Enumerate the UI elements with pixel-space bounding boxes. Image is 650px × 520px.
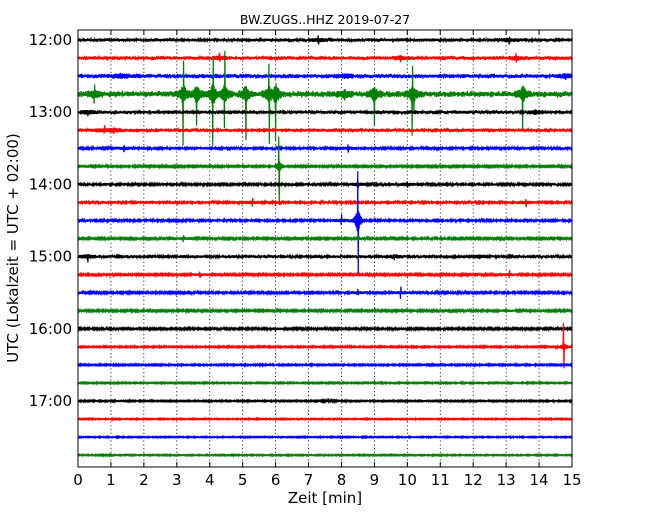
x-tick-label: 15 [562, 471, 581, 489]
y-tick-label: 13:00 [29, 103, 72, 121]
trace-1630 [77, 361, 573, 369]
x-tick-label: 7 [304, 471, 314, 489]
x-tick-label: 3 [172, 471, 182, 489]
y-tick-label: 12:00 [29, 31, 72, 49]
trace-1400 [77, 179, 573, 189]
x-tick-label: 8 [337, 471, 347, 489]
plot-frame [77, 29, 573, 468]
x-tick-label: 2 [139, 471, 149, 489]
trace-1500 [77, 253, 573, 263]
x-tick-label: 6 [271, 471, 281, 489]
x-tick-label: 13 [497, 471, 516, 489]
x-tick-label: 14 [530, 471, 549, 489]
x-tick-label: 1 [106, 471, 116, 489]
trace-1330 [77, 144, 573, 153]
trace-1300 [77, 108, 573, 117]
trace-1415 [77, 197, 573, 208]
trace-1715 [77, 416, 573, 422]
y-tick-label: 14:00 [29, 175, 72, 193]
trace-layer [77, 35, 573, 458]
trace-1745 [77, 452, 573, 458]
x-tick-label: 5 [238, 471, 248, 489]
x-tick-label: 12 [464, 471, 483, 489]
x-tick-label: 11 [431, 471, 450, 489]
x-tick-label: 4 [205, 471, 215, 489]
trace-1445 [77, 234, 573, 243]
x-tick-label: 10 [398, 471, 417, 489]
trace-1515 [77, 269, 573, 279]
trace-1215 [77, 52, 573, 63]
x-tick-label: 0 [73, 471, 83, 489]
trace-1315 [77, 125, 573, 135]
chart-title: BW.ZUGS..HHZ 2019-07-27 [240, 12, 410, 27]
y-tick-label: 15:00 [29, 248, 72, 266]
trace-1430 [77, 171, 573, 276]
trace-1230 [77, 72, 573, 81]
trace-1245 [77, 50, 573, 146]
tick-layer: 0 1 2 3 4 5 6 7 8 9 10 11 12 13 14 1512:0013:0014:0015:… [29, 30, 582, 489]
trace-1645 [77, 380, 573, 386]
trace-1545 [77, 307, 573, 315]
y-tick-label: 16:00 [29, 320, 72, 338]
trace-1730 [77, 434, 573, 440]
trace-1200 [77, 35, 573, 45]
y-tick-label: 17:00 [29, 392, 72, 410]
trace-1345 [77, 136, 573, 206]
trace-1615 [77, 322, 573, 369]
x-axis-title: Zeit [min] [288, 489, 362, 507]
y-axis-title: UTC (Lokalzeit = UTC + 02:00) [4, 133, 22, 363]
trace-1700 [77, 397, 573, 405]
trace-1530 [77, 286, 573, 299]
x-tick-label: 9 [370, 471, 380, 489]
trace-1600 [77, 325, 573, 333]
